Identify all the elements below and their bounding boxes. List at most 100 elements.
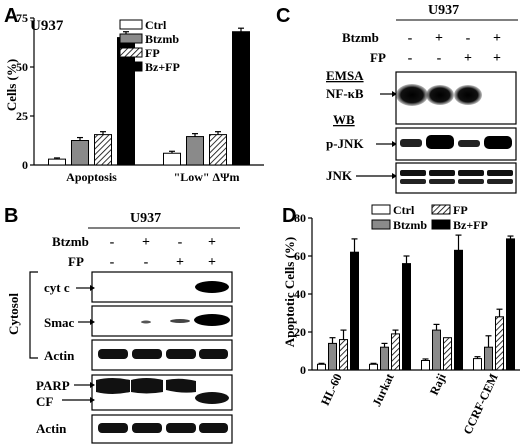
bar: [473, 358, 482, 371]
bar: [454, 249, 463, 371]
band: [141, 320, 151, 324]
band: [400, 179, 426, 184]
legend-swatch: [371, 204, 391, 215]
band: [96, 378, 130, 394]
wb-label: WB: [333, 112, 355, 127]
panel-b: B U937 Btzmb - + - + FP - - + + Cytosol: [4, 205, 240, 444]
arrow-head: [90, 397, 95, 403]
arrow-head: [392, 173, 397, 179]
bar: [495, 316, 504, 371]
panel-d: D Apoptotic Cells (%) 0 20 40 60 80 HL-60 Jurk…: [282, 203, 520, 436]
x-tick-label: CCRF-CEM: [460, 371, 500, 436]
panel-b-sign: +: [208, 235, 216, 250]
band: [429, 179, 455, 184]
legend-label: Ctrl: [145, 18, 167, 32]
bar: [402, 263, 411, 371]
panel-a-letter: A: [4, 5, 18, 27]
panel-c-sign: +: [435, 31, 443, 46]
blot-label-nfkb: NF-κB: [326, 86, 364, 101]
panel-b-letter: B: [4, 205, 18, 227]
blot-label-cytc: cyt c: [44, 280, 70, 295]
y-tick-label: 0: [300, 363, 306, 377]
panel-c-sign: +: [493, 51, 501, 66]
band: [132, 349, 162, 359]
band: [199, 423, 228, 433]
bar: [71, 140, 89, 166]
band: [166, 349, 196, 359]
bar: [484, 346, 493, 371]
band: [396, 84, 428, 106]
band: [194, 314, 230, 326]
band: [170, 319, 190, 323]
legend-label: Bz+FP: [453, 218, 488, 232]
arrow-head: [392, 91, 397, 97]
arrow-head: [90, 382, 95, 388]
bar: [232, 31, 250, 166]
panel-c-sign: -: [408, 51, 413, 66]
band: [429, 170, 455, 176]
band: [195, 281, 229, 293]
arrow-head: [90, 319, 95, 325]
panel-c-sign: -: [408, 31, 413, 46]
bar: [380, 346, 389, 371]
panel-b-sign: -: [110, 255, 115, 270]
panel-c-sign: +: [464, 51, 472, 66]
legend-label: FP: [145, 46, 160, 60]
bar: [369, 363, 378, 371]
bar: [350, 251, 359, 371]
arrow-head: [90, 285, 95, 291]
panel-c-cell-line: U937: [428, 3, 459, 18]
panel-b-cytosol-bracket: [29, 271, 38, 359]
legend-swatch: [119, 19, 143, 30]
bar: [443, 337, 452, 371]
bar: [432, 329, 441, 371]
panel-b-treat-label-btzmb: Btzmb: [52, 234, 89, 249]
legend-label: Btzmb: [393, 218, 427, 232]
x-tick-label: Raji: [427, 371, 449, 397]
band: [458, 179, 484, 184]
panel-c-treat-label-fp: FP: [370, 50, 386, 65]
panel-b-sign: -: [144, 255, 149, 270]
panel-c-sign: -: [437, 51, 442, 66]
bar: [421, 360, 430, 371]
panel-c-treat-label-btzmb: Btzmb: [342, 30, 379, 45]
arrow-head: [392, 141, 397, 147]
y-tick-label: 50: [16, 60, 28, 74]
band: [400, 170, 426, 176]
panel-b-sign: +: [176, 255, 184, 270]
y-tick-label: 20: [294, 325, 306, 339]
band: [98, 349, 128, 359]
legend-swatch: [119, 47, 143, 58]
legend-label: FP: [453, 203, 468, 217]
blot-label-actin-2: Actin: [36, 421, 67, 436]
band: [166, 378, 196, 393]
band: [199, 349, 228, 359]
legend-swatch: [119, 61, 143, 72]
legend-swatch: [119, 33, 143, 44]
panel-b-cell-line: U937: [130, 211, 161, 226]
band: [98, 423, 128, 433]
blot-jnk: [395, 162, 517, 194]
band: [458, 140, 480, 147]
bar: [94, 134, 112, 166]
bar: [48, 158, 66, 166]
blot-label-cf: CF: [36, 394, 53, 409]
panel-a: A U937 Cells (%) 0 25 50 75 Apoptosis "Low" Δ…: [4, 5, 264, 184]
band: [426, 135, 454, 149]
panel-c-sign: -: [466, 31, 471, 46]
band: [166, 423, 196, 433]
band: [426, 85, 454, 105]
band: [484, 136, 512, 149]
x-tick-label: Jurkat: [369, 371, 396, 408]
bar: [209, 134, 227, 166]
x-tick-label: Apoptosis: [66, 170, 117, 184]
legend-label: Bz+FP: [145, 60, 180, 74]
bar: [163, 152, 181, 166]
panel-a-cell-line: U937: [30, 18, 64, 34]
band: [458, 170, 484, 176]
y-tick-label: 0: [22, 158, 28, 172]
panel-b-sign: +: [208, 255, 216, 270]
y-tick-label: 25: [16, 109, 28, 123]
